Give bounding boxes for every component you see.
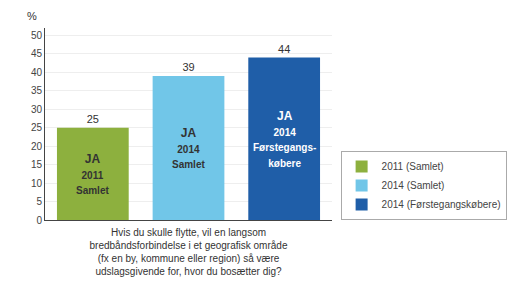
svg-text:JA2014Samlet: JA2014Samlet <box>172 126 205 170</box>
svg-text:JA2011Samlet: JA2011Samlet <box>76 152 109 196</box>
svg-text:50: 50 <box>31 30 43 41</box>
svg-text:2011 (Samlet): 2011 (Samlet) <box>382 161 444 172</box>
svg-text:5: 5 <box>36 196 42 207</box>
svg-text:10: 10 <box>31 178 43 189</box>
svg-text:39: 39 <box>182 61 194 73</box>
svg-text:35: 35 <box>31 85 43 96</box>
svg-text:25: 25 <box>87 113 99 125</box>
svg-text:45: 45 <box>31 48 43 59</box>
svg-text:%: % <box>27 10 37 22</box>
svg-text:40: 40 <box>31 67 43 78</box>
svg-text:30: 30 <box>31 104 43 115</box>
svg-text:2014 (Førstegangskøbere): 2014 (Førstegangskøbere) <box>382 199 501 210</box>
svg-text:JA2014Førstegangs-købere: JA2014Førstegangs-købere <box>253 109 316 169</box>
svg-text:25: 25 <box>31 122 43 133</box>
svg-text:2014 (Samlet): 2014 (Samlet) <box>382 180 445 191</box>
svg-text:20: 20 <box>31 141 43 152</box>
svg-text:44: 44 <box>278 43 290 55</box>
svg-text:Hvis du skulle flytte, vil en: Hvis du skulle flytte, vil en langsombre… <box>90 227 288 277</box>
svg-text:15: 15 <box>31 159 43 170</box>
svg-text:0: 0 <box>36 215 42 226</box>
